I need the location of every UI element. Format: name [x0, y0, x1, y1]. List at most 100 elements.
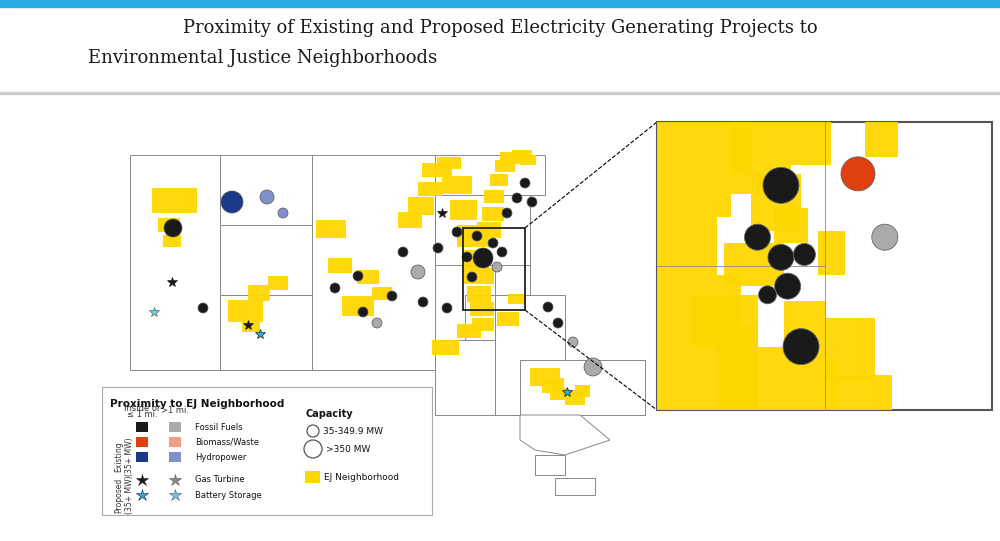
Bar [508, 294, 526, 304]
Text: Proposed
(35+ MW): Proposed (35+ MW) [114, 476, 134, 514]
Text: Inside or: Inside or [124, 404, 160, 413]
Bar [791, 122, 831, 165]
Circle shape [768, 245, 794, 270]
Bar [102, 387, 432, 515]
Text: Battery Storage: Battery Storage [195, 491, 262, 499]
Bar [717, 347, 784, 410]
Bar [228, 300, 263, 322]
Bar [372, 287, 392, 300]
Bar [0, 0, 1000, 7]
Bar [575, 385, 590, 397]
Text: EJ Neighborhood: EJ Neighborhood [324, 472, 399, 481]
Text: >1 mi.: >1 mi. [161, 406, 189, 415]
Bar [495, 160, 515, 172]
Bar [467, 286, 491, 302]
Bar [0, 92, 1000, 94]
Circle shape [442, 303, 452, 313]
Bar [163, 235, 181, 247]
Bar [472, 318, 494, 331]
Circle shape [793, 243, 815, 266]
Circle shape [198, 303, 208, 313]
Bar [450, 200, 477, 220]
Bar [831, 375, 865, 410]
Bar [357, 270, 379, 284]
Bar [865, 122, 898, 156]
Circle shape [260, 190, 274, 204]
Circle shape [330, 283, 340, 293]
Circle shape [841, 157, 875, 191]
Bar [435, 195, 530, 265]
Circle shape [462, 252, 472, 262]
Bar [342, 296, 374, 316]
Bar [555, 478, 595, 495]
Circle shape [872, 224, 898, 250]
Circle shape [759, 286, 777, 304]
Bar [818, 232, 845, 275]
Circle shape [358, 307, 368, 317]
Bar [490, 174, 508, 186]
Bar [432, 340, 459, 355]
Bar [470, 302, 494, 316]
Bar [305, 471, 320, 483]
Bar [731, 122, 791, 194]
Circle shape [473, 248, 493, 268]
Bar [774, 208, 808, 243]
Bar [457, 324, 481, 338]
Circle shape [584, 358, 602, 376]
Bar [169, 422, 181, 432]
Bar [542, 378, 564, 393]
Bar [316, 220, 346, 238]
Bar [784, 301, 824, 358]
Bar [495, 265, 530, 295]
Bar [500, 152, 524, 164]
Bar [463, 228, 525, 310]
Bar [242, 320, 260, 332]
Bar [520, 155, 536, 165]
Circle shape [527, 197, 537, 207]
Text: Hydropower: Hydropower [195, 452, 246, 461]
Bar [435, 340, 495, 415]
Text: 35-349.9 MW: 35-349.9 MW [323, 426, 383, 436]
Circle shape [763, 167, 799, 203]
Circle shape [398, 247, 408, 257]
Bar [484, 190, 504, 203]
Text: ≤ 1 mi.: ≤ 1 mi. [127, 410, 157, 419]
Bar [464, 268, 494, 284]
Bar [130, 155, 220, 370]
Bar [565, 390, 585, 405]
Bar [535, 455, 565, 475]
Bar [784, 358, 835, 410]
Circle shape [783, 328, 819, 365]
Circle shape [278, 208, 288, 218]
Bar [422, 163, 452, 177]
Bar [398, 212, 422, 228]
Bar [824, 318, 875, 381]
Bar [520, 360, 645, 415]
Bar [169, 437, 181, 447]
Bar [512, 150, 532, 160]
Bar [220, 295, 312, 370]
Bar [550, 388, 568, 400]
Circle shape [353, 271, 363, 281]
Bar [465, 295, 510, 340]
Bar [657, 217, 717, 275]
Text: Environmental Justice Neighborhoods: Environmental Justice Neighborhoods [88, 49, 437, 67]
Circle shape [543, 302, 553, 312]
Circle shape [164, 219, 182, 237]
Bar [408, 197, 434, 215]
Text: Existing
(35+ MW): Existing (35+ MW) [114, 438, 134, 476]
Bar [497, 312, 519, 326]
Text: >350 MW: >350 MW [326, 445, 370, 453]
Bar [158, 218, 180, 232]
Bar [690, 295, 758, 347]
Circle shape [387, 291, 397, 301]
Circle shape [502, 208, 512, 218]
Bar [495, 295, 565, 415]
Circle shape [372, 318, 382, 328]
Circle shape [488, 238, 498, 248]
Text: Biomass/Waste: Biomass/Waste [195, 438, 259, 446]
Circle shape [467, 272, 477, 282]
Text: Proximity of Existing and Proposed Electricity Generating Projects to: Proximity of Existing and Proposed Elect… [183, 19, 817, 37]
Bar [477, 222, 501, 238]
Bar [751, 174, 801, 232]
